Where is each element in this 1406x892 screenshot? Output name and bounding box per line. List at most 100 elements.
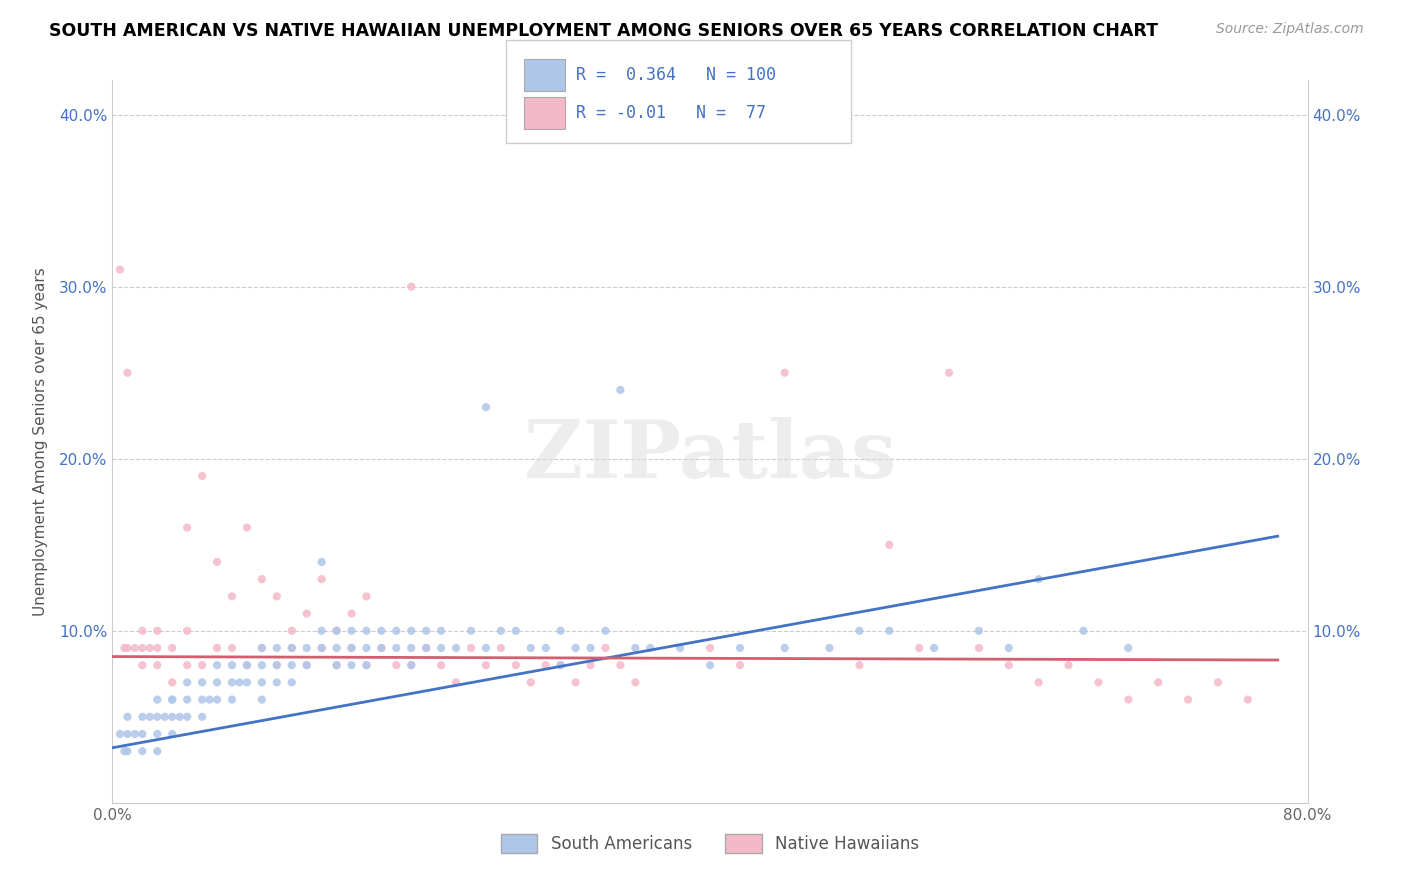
Point <box>401 279 423 293</box>
Point <box>489 640 512 655</box>
Point <box>108 727 131 741</box>
Point <box>1147 675 1170 690</box>
Point <box>325 624 347 638</box>
Point <box>281 658 304 673</box>
Text: Source: ZipAtlas.com: Source: ZipAtlas.com <box>1216 22 1364 37</box>
Text: R = -0.01   N =  77: R = -0.01 N = 77 <box>576 104 766 122</box>
Point <box>385 624 408 638</box>
Point <box>266 658 288 673</box>
Point <box>146 624 169 638</box>
Point <box>430 624 453 638</box>
Point <box>325 624 347 638</box>
Point <box>124 727 146 741</box>
Point <box>340 658 363 673</box>
Point <box>1206 675 1229 690</box>
Point <box>162 727 183 741</box>
Point <box>1073 624 1095 638</box>
Point <box>146 727 169 741</box>
Point <box>415 624 437 638</box>
Point <box>401 640 423 655</box>
Point <box>250 640 273 655</box>
Point <box>579 640 602 655</box>
Point <box>564 675 586 690</box>
Point <box>162 692 183 706</box>
Point <box>728 658 751 673</box>
Point <box>176 658 198 673</box>
Point <box>967 624 990 638</box>
Point <box>922 640 945 655</box>
Point <box>162 710 183 724</box>
Text: SOUTH AMERICAN VS NATIVE HAWAIIAN UNEMPLOYMENT AMONG SENIORS OVER 65 YEARS CORRE: SOUTH AMERICAN VS NATIVE HAWAIIAN UNEMPL… <box>49 22 1159 40</box>
Point <box>879 624 901 638</box>
Point <box>1118 640 1140 655</box>
Point <box>266 675 288 690</box>
Point <box>191 675 214 690</box>
Point <box>356 640 378 655</box>
Point <box>311 572 333 586</box>
Point <box>340 640 363 655</box>
Point <box>1028 675 1050 690</box>
Point <box>1057 658 1080 673</box>
Point <box>728 640 751 655</box>
Point <box>356 658 378 673</box>
Point <box>236 675 259 690</box>
Point <box>699 640 721 655</box>
Point <box>550 658 572 673</box>
Point <box>848 658 870 673</box>
Point <box>131 624 153 638</box>
Point <box>191 692 214 706</box>
Point <box>250 675 273 690</box>
Point <box>250 572 273 586</box>
Point <box>108 262 131 277</box>
Point <box>311 640 333 655</box>
Point <box>176 710 198 724</box>
Point <box>295 607 318 621</box>
Point <box>162 675 183 690</box>
Point <box>340 624 363 638</box>
Point <box>444 640 467 655</box>
Point <box>669 640 692 655</box>
Point <box>162 692 183 706</box>
Point <box>236 658 259 673</box>
Point <box>131 727 153 741</box>
Point <box>266 640 288 655</box>
Point <box>1028 572 1050 586</box>
Point <box>281 640 304 655</box>
Point <box>818 640 841 655</box>
Legend: South Americans, Native Hawaiians: South Americans, Native Hawaiians <box>494 827 927 860</box>
Point <box>624 640 647 655</box>
Text: R =  0.364   N = 100: R = 0.364 N = 100 <box>576 66 776 84</box>
Point <box>295 658 318 673</box>
Point <box>401 624 423 638</box>
Point <box>370 640 392 655</box>
Point <box>311 624 333 638</box>
Point <box>1177 692 1199 706</box>
Point <box>401 658 423 673</box>
Point <box>609 658 631 673</box>
Point <box>489 624 512 638</box>
Point <box>1087 675 1109 690</box>
Point <box>401 658 423 673</box>
Point <box>550 624 572 638</box>
Point <box>520 675 543 690</box>
Point <box>295 640 318 655</box>
Point <box>340 640 363 655</box>
Point <box>444 675 467 690</box>
Point <box>176 675 198 690</box>
Point <box>131 640 153 655</box>
Point <box>114 744 135 758</box>
Point <box>117 640 139 655</box>
Point <box>117 710 139 724</box>
Point <box>221 640 243 655</box>
Point <box>879 538 901 552</box>
Point <box>475 658 498 673</box>
Point <box>340 607 363 621</box>
Point <box>139 640 162 655</box>
Y-axis label: Unemployment Among Seniors over 65 years: Unemployment Among Seniors over 65 years <box>32 268 48 615</box>
Point <box>281 624 304 638</box>
Point <box>205 692 228 706</box>
Point <box>356 658 378 673</box>
Point <box>117 366 139 380</box>
Point <box>117 744 139 758</box>
Point <box>114 640 135 655</box>
